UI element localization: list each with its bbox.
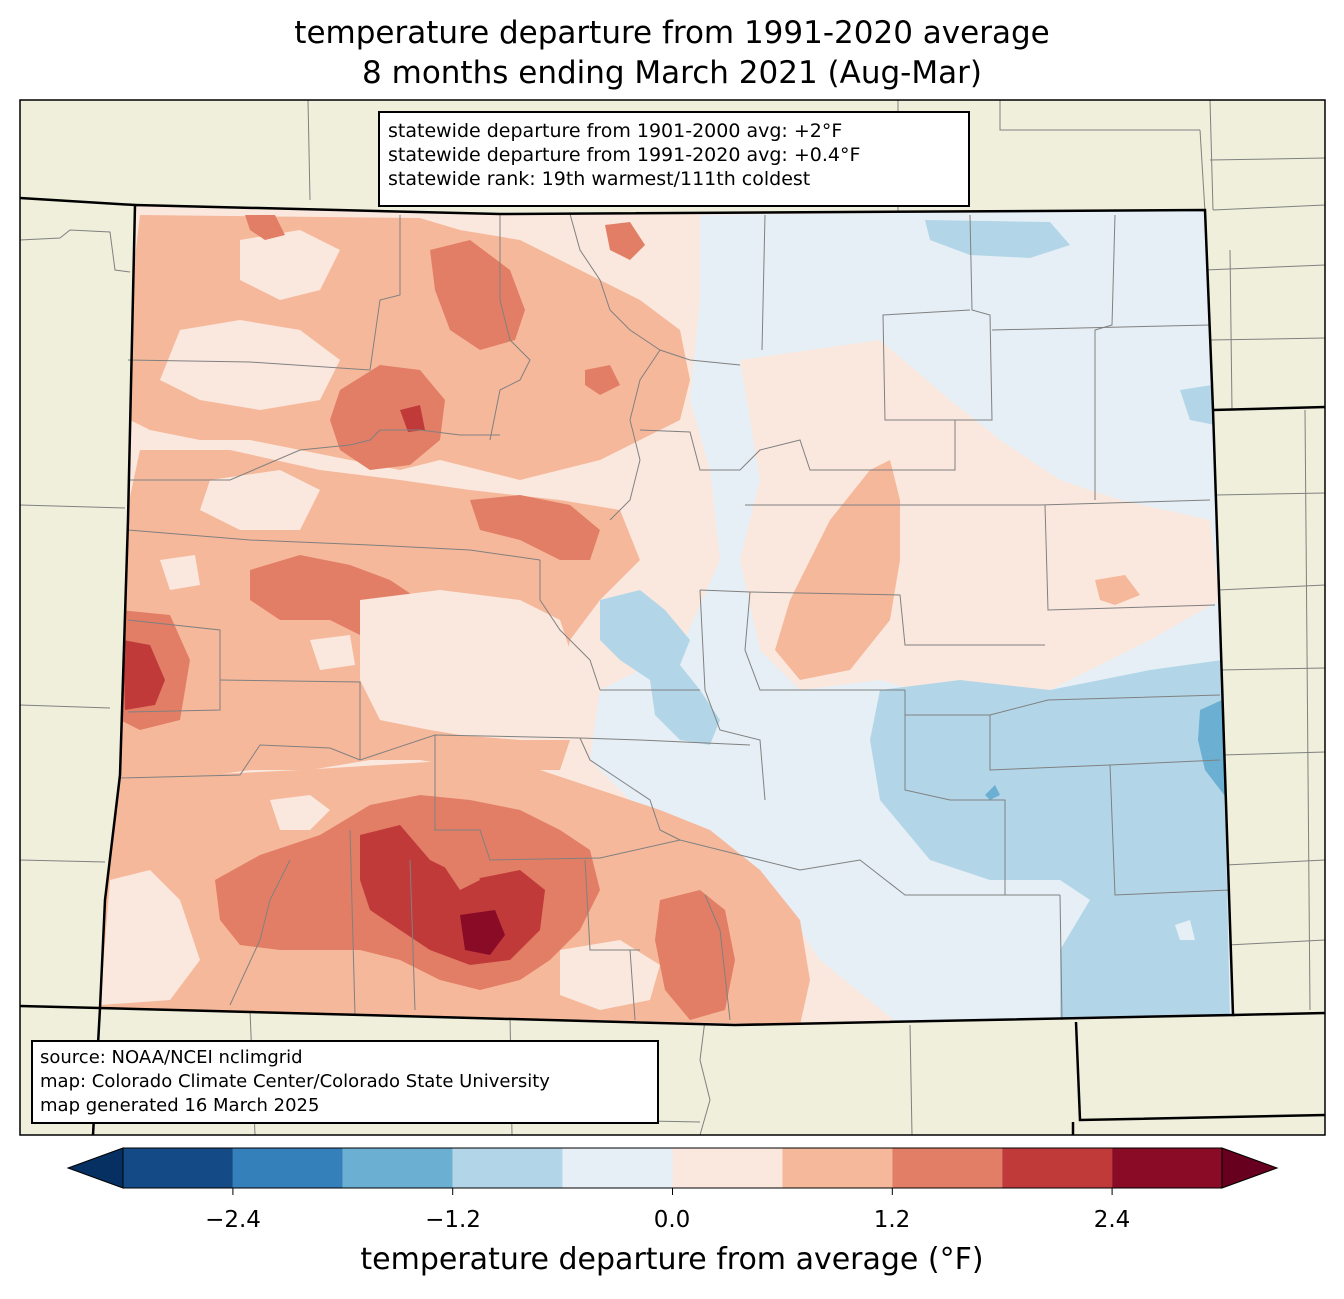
source-line-1: source: NOAA/NCEI nclimgrid [40,1047,303,1068]
stats-line-1: statewide departure from 1901-2000 avg: … [388,120,843,142]
colorbar-bin [232,1148,343,1188]
statewide-stats-box: statewide departure from 1901-2000 avg: … [378,111,970,207]
colorbar-bin [452,1148,563,1188]
colorbar-bin [672,1148,783,1188]
source-line-3: map generated 16 March 2025 [40,1095,320,1116]
colorbar-tick-label: 1.2 [873,1207,911,1233]
map-title-line1: temperature departure from 1991-2020 ave… [294,15,1050,51]
source-box: source: NOAA/NCEI nclimgrid map: Colorad… [31,1040,659,1124]
colorbar [66,1147,1279,1195]
colorbar-tick-label: 2.4 [1093,1207,1131,1233]
stats-line-3: statewide rank: 19th warmest/111th colde… [388,168,811,190]
source-line-2: map: Colorado Climate Center/Colorado St… [40,1071,550,1092]
map-title-line2: 8 months ending March 2021 (Aug-Mar) [362,55,982,91]
colorbar-bin [782,1148,893,1188]
stats-line-2: statewide departure from 1991-2020 avg: … [388,144,861,166]
colorbar-bin [123,1148,233,1188]
colorbar-extend-low [66,1147,124,1189]
colorbar-bin [1002,1148,1113,1188]
colorbar-label: temperature departure from average (°F) [360,1242,984,1277]
colorbar-tick-label: −1.2 [425,1207,481,1233]
colorbar-bin [892,1148,1003,1188]
county-lines [119,213,1231,1021]
colorbar-tick-label: 0.0 [653,1207,691,1233]
colorbar-bin [1112,1148,1222,1188]
colorbar-bin [342,1148,453,1188]
state-borders [19,196,1326,1136]
colorbar-bin [562,1148,673,1188]
map-frame [19,99,1326,1136]
departure-contours [100,210,1233,1025]
colorbar-tick-label: −2.4 [205,1207,261,1233]
colorbar-extend-high [1221,1147,1279,1189]
